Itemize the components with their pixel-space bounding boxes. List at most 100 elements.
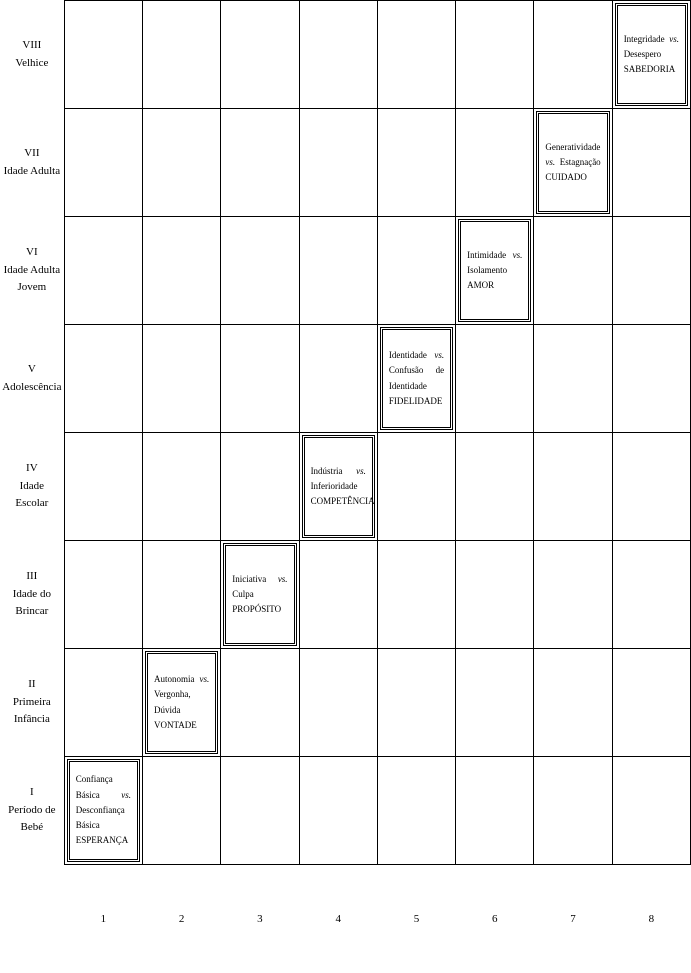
column-number: 6 (456, 865, 534, 973)
grid-cell (299, 217, 377, 325)
grid-cell (143, 757, 221, 865)
stage-number: III (2, 568, 62, 586)
row-header: VIIIdade Adulta (0, 109, 64, 217)
grid-cell (299, 109, 377, 217)
grid-cell (612, 217, 690, 325)
grid-cell (299, 757, 377, 865)
crisis-text: Generatividade vs. Estagnação CUIDADO (539, 134, 606, 192)
stage-number: V (2, 361, 62, 379)
crisis-text: Intimidade vs. Isolamento AMOR (461, 242, 528, 300)
column-number: 5 (377, 865, 455, 973)
grid-cell (64, 541, 142, 649)
stage-label: Idade Adulta Jovem (2, 262, 62, 297)
stage-grid: VIIIVelhiceIntegridade vs. Desespero SAB… (0, 0, 691, 973)
grid-cell (377, 217, 455, 325)
column-number: 8 (612, 865, 690, 973)
grid-cell (377, 649, 455, 757)
grid-cell (377, 757, 455, 865)
grid-cell (456, 757, 534, 865)
grid-cell (612, 109, 690, 217)
crisis-cell: Indústria vs. Inferioridade COMPETÊNCIA (302, 435, 375, 538)
row-header: IVIdade Escolar (0, 433, 64, 541)
column-number: 1 (64, 865, 142, 973)
grid-cell: Indústria vs. Inferioridade COMPETÊNCIA (299, 433, 377, 541)
stage-number: VII (2, 145, 62, 163)
grid-cell (221, 649, 299, 757)
stage-row: VIIIdade Adulta Generatividade vs. Estagn… (0, 109, 691, 217)
stage-row: IIIIdade do Brincar Iniciativa vs. Culpa … (0, 541, 691, 649)
stage-number: I (2, 784, 62, 802)
column-number: 2 (143, 865, 221, 973)
grid-cell: Iniciativa vs. Culpa PROPÓSITO (221, 541, 299, 649)
grid-cell (612, 757, 690, 865)
grid-cell (612, 325, 690, 433)
grid-cell (64, 433, 142, 541)
grid-cell (377, 1, 455, 109)
stage-row: VAdolescência Identidade vs. Confusão de … (0, 325, 691, 433)
grid-cell (612, 433, 690, 541)
grid-cell (534, 325, 612, 433)
grid-cell (64, 109, 142, 217)
grid-cell (299, 541, 377, 649)
stage-row: IVIdade Escolar Indústria vs. Inferiorida… (0, 433, 691, 541)
crisis-text: Identidade vs. Confusão de Identidade FI… (383, 342, 450, 415)
stage-number: II (2, 676, 62, 694)
grid-cell (64, 325, 142, 433)
crisis-cell: Intimidade vs. Isolamento AMOR (458, 219, 531, 322)
row-header: IPeríodo de Bebé (0, 757, 64, 865)
grid-cell (221, 217, 299, 325)
grid-cell: Integridade vs. Desespero SABEDORIA (612, 1, 690, 109)
grid-cell (456, 541, 534, 649)
row-header: VIIIVelhice (0, 1, 64, 109)
stage-label: Adolescência (2, 379, 62, 397)
grid-cell: Intimidade vs. Isolamento AMOR (456, 217, 534, 325)
grid-cell (456, 109, 534, 217)
stage-row: VIIdade Adulta Jovem Intimidade vs. Isola… (0, 217, 691, 325)
grid-cell (221, 325, 299, 433)
grid-cell (612, 649, 690, 757)
row-header: VAdolescência (0, 325, 64, 433)
grid-cell (612, 541, 690, 649)
crisis-cell: Autonomia vs. Vergonha, Dúvida VONTADE (145, 651, 218, 754)
erikson-chart: VIIIVelhiceIntegridade vs. Desespero SAB… (0, 0, 691, 973)
grid-cell (377, 433, 455, 541)
column-number: 3 (221, 865, 299, 973)
stage-number: VIII (2, 37, 62, 55)
grid-cell (143, 541, 221, 649)
grid-cell (221, 109, 299, 217)
grid-cell (64, 1, 142, 109)
crisis-text: Indústria vs. Inferioridade COMPETÊNCIA (305, 458, 372, 516)
crisis-text: Autonomia vs. Vergonha, Dúvida VONTADE (148, 666, 215, 739)
grid-cell (534, 649, 612, 757)
stage-row: IIPrimeira InfânciaAutonomia vs. Vergonh… (0, 649, 691, 757)
grid-cell (377, 109, 455, 217)
grid-cell (64, 649, 142, 757)
grid-cell (143, 109, 221, 217)
grid-cell: Identidade vs. Confusão de Identidade FI… (377, 325, 455, 433)
grid-cell (456, 1, 534, 109)
row-header: VIIdade Adulta Jovem (0, 217, 64, 325)
crisis-text: Iniciativa vs. Culpa PROPÓSITO (226, 566, 293, 624)
stage-number: VI (2, 244, 62, 262)
crisis-cell: Identidade vs. Confusão de Identidade FI… (380, 327, 453, 430)
grid-cell: Confiança Básica vs. Desconfiança Básica… (64, 757, 142, 865)
grid-cell (299, 1, 377, 109)
column-footer-row: 12345678 (0, 865, 691, 973)
grid-cell (143, 325, 221, 433)
stage-label: Idade Escolar (2, 478, 62, 513)
grid-cell (143, 1, 221, 109)
stage-label: Período de Bebé (2, 802, 62, 837)
stage-row: VIIIVelhice Integridade vs. Desespero SAB… (0, 1, 691, 109)
grid-cell (299, 649, 377, 757)
stage-number: IV (2, 460, 62, 478)
stage-label: Idade Adulta (2, 163, 62, 181)
grid-cell (377, 541, 455, 649)
grid-cell (221, 1, 299, 109)
stage-row: IPeríodo de BebéConfiança Básica vs. Des… (0, 757, 691, 865)
stage-label: Velhice (2, 55, 62, 73)
crisis-cell: Integridade vs. Desespero SABEDORIA (615, 3, 688, 106)
grid-cell (534, 541, 612, 649)
row-header: IIIIdade do Brincar (0, 541, 64, 649)
grid-cell (143, 217, 221, 325)
grid-cell (143, 433, 221, 541)
